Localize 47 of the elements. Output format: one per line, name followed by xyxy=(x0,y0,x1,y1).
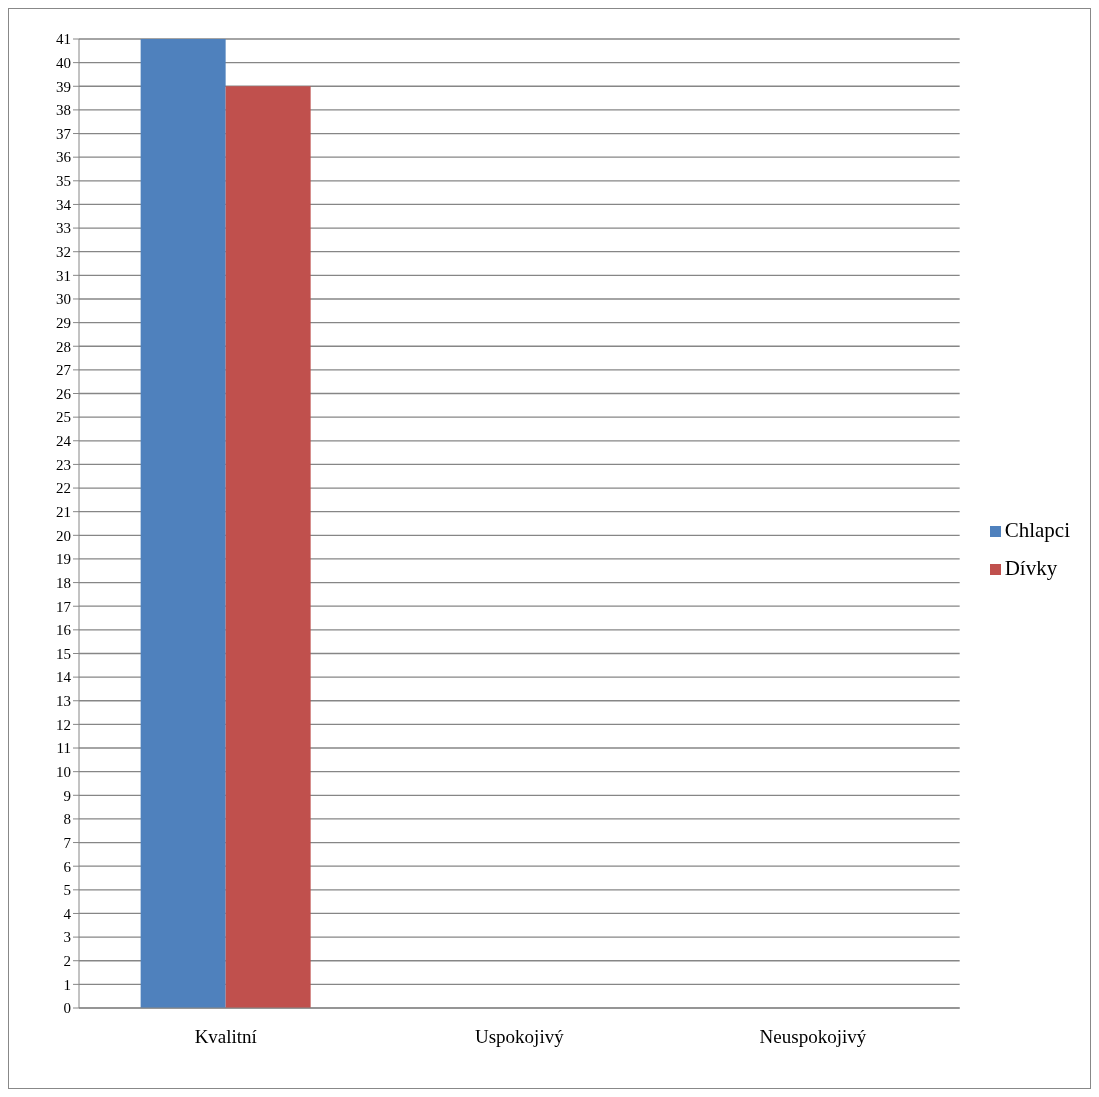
y-tick-label: 3 xyxy=(63,929,71,946)
y-tick-label: 38 xyxy=(56,102,71,119)
y-tick-label: 32 xyxy=(56,244,71,261)
y-tick-label: 21 xyxy=(56,504,71,521)
y-tick-label: 14 xyxy=(56,669,72,686)
legend-label: Chlapci xyxy=(1004,517,1070,542)
y-tick-label: 4 xyxy=(63,905,72,922)
y-tick-label: 40 xyxy=(56,54,71,71)
y-tick-label: 16 xyxy=(56,622,72,639)
y-tick-label: 37 xyxy=(56,125,72,142)
legend-label: Dívky xyxy=(1004,555,1058,580)
y-tick-label: 33 xyxy=(56,220,71,237)
y-tick-label: 26 xyxy=(56,385,72,402)
y-tick-label: 20 xyxy=(56,527,71,544)
y-tick-label: 28 xyxy=(56,338,71,355)
y-tick-label: 27 xyxy=(56,362,72,379)
x-tick-label: Kvalitní xyxy=(194,1026,258,1048)
y-tick-label: 1 xyxy=(63,976,71,993)
y-tick-label: 5 xyxy=(63,882,71,899)
y-tick-label: 25 xyxy=(56,409,71,426)
y-tick-label: 24 xyxy=(56,433,72,450)
y-tick-label: 29 xyxy=(56,314,71,331)
y-tick-label: 35 xyxy=(56,173,71,190)
y-tick-label: 15 xyxy=(56,645,71,662)
y-tick-label: 31 xyxy=(56,267,71,284)
y-tick-label: 9 xyxy=(63,787,71,804)
x-tick-label: Neuspokojivý xyxy=(759,1026,867,1048)
y-tick-label: 13 xyxy=(56,693,71,710)
y-tick-label: 39 xyxy=(56,78,71,95)
y-tick-label: 6 xyxy=(63,858,72,875)
y-tick-label: 19 xyxy=(56,551,71,568)
y-tick-label: 18 xyxy=(56,574,71,591)
y-tick-label: 10 xyxy=(56,763,71,780)
y-tick-label: 41 xyxy=(56,31,71,48)
y-tick-label: 2 xyxy=(63,953,71,970)
y-tick-label: 12 xyxy=(56,716,71,733)
y-tick-label: 7 xyxy=(63,834,72,851)
x-tick-label: Uspokojivý xyxy=(474,1026,565,1048)
y-tick-label: 0 xyxy=(63,1000,71,1017)
y-tick-label: 30 xyxy=(56,291,71,308)
y-tick-label: 36 xyxy=(56,149,72,166)
y-tick-label: 11 xyxy=(56,740,71,757)
y-tick-label: 23 xyxy=(56,456,71,473)
y-tick-label: 34 xyxy=(56,196,72,213)
y-tick-label: 22 xyxy=(56,480,71,497)
y-tick-label: 17 xyxy=(56,598,72,615)
y-tick-label: 8 xyxy=(63,811,71,828)
